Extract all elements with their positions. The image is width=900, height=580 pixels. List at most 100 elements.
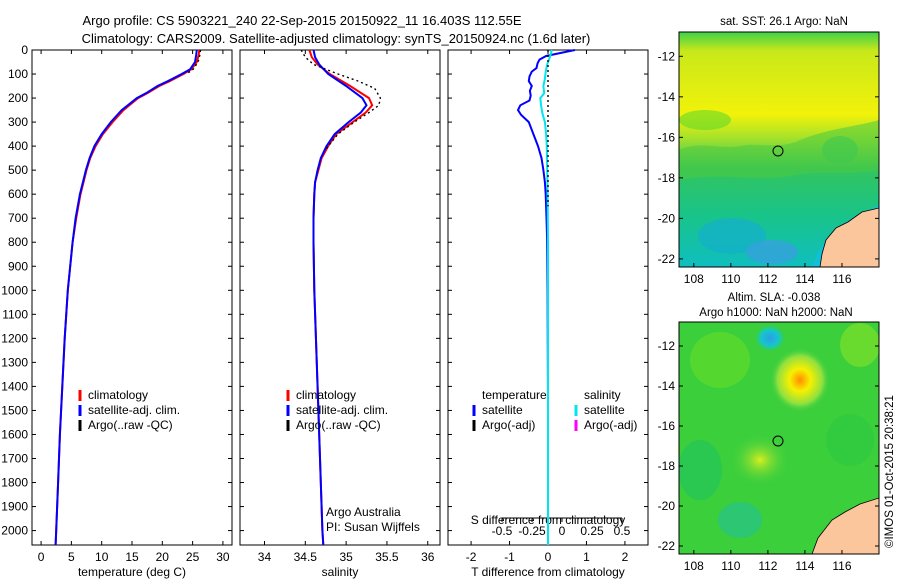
depth-tick-label: 1800	[1, 476, 28, 490]
sst-map-frame	[678, 31, 880, 268]
depth-tick-label: 100	[8, 67, 28, 81]
difference-panel: -2 -1 0 1 2T difference from climatology -0.5…	[447, 49, 649, 579]
x-tick-label: 15	[125, 550, 139, 564]
map-x-tick-label: 114	[795, 559, 814, 573]
map-y-tick-label: -14	[658, 90, 676, 104]
sst-map-title: sat. SST: 26.1 Argo: NaN	[720, 16, 848, 28]
sla-argo-marker	[772, 435, 784, 447]
figure-title-line2: Climatology: CARS2009. Satellite-adjuste…	[82, 31, 591, 46]
x-tick-label: 35.5	[375, 550, 399, 564]
x-tick-label: 25	[186, 550, 200, 564]
map-y-tick-label: -16	[658, 130, 676, 144]
x2-tick-label: 0.25	[580, 524, 604, 538]
depth-tick-label: 1100	[2, 307, 28, 321]
depth-tick-label: 1400	[1, 379, 28, 393]
map-x-tick-label: 110	[721, 272, 740, 286]
depth-tick-label: 0	[21, 43, 28, 57]
figure-title-line1: Argo profile: CS 5903221_240 22-Sep-2015…	[83, 13, 522, 28]
series-salinity-satellite	[539, 49, 553, 545]
series-temperature-satellite	[516, 49, 576, 545]
depth-tick-label: 900	[8, 259, 28, 273]
legend-label: satellite	[482, 403, 523, 417]
series-satellite-adj-clim-	[54, 49, 198, 546]
legend-label: Argo(-adj)	[584, 418, 637, 432]
map-y-tick-label: -22	[658, 252, 676, 266]
x2-tick-label: 0	[559, 524, 566, 538]
map-x-tick-label: 112	[758, 272, 777, 286]
map-y-tick-label: -16	[658, 419, 676, 433]
x-axis-label: salinity	[322, 565, 359, 579]
depth-tick-label: 500	[8, 163, 28, 177]
x-tick-label: -1	[504, 550, 515, 564]
depth-tick-label: 1000	[1, 283, 28, 297]
x-tick-label: 34.5	[294, 550, 318, 564]
depth-tick-label: 400	[8, 139, 28, 153]
map-x-tick-label: 108	[684, 272, 704, 286]
series-satellite-adj-clim-	[312, 49, 368, 546]
legend-label: Argo(-adj)	[482, 418, 535, 432]
legend-label: climatology	[88, 388, 148, 402]
x-tick-label: 1	[583, 550, 590, 564]
depth-tick-label: 200	[8, 91, 28, 105]
map-y-tick-label: -12	[658, 339, 676, 353]
map-y-tick-label: -12	[658, 49, 676, 63]
annotation-label: Argo Australia	[326, 505, 401, 519]
plot-frame	[31, 49, 233, 546]
depth-tick-label: 1500	[1, 403, 28, 417]
x-tick-label: 34	[258, 550, 272, 564]
annotation-label: PI: Susan Wijffels	[326, 520, 420, 534]
map-x-tick-label: 110	[721, 559, 740, 573]
map-y-tick-label: -22	[658, 539, 676, 553]
depth-tick-label: 1600	[1, 427, 28, 441]
x-axis-label: T difference from climatology	[471, 565, 625, 579]
credit-label: ©IMOS 01-Oct-2015 20:38:21	[884, 395, 896, 548]
series-climatology	[54, 49, 201, 546]
depth-tick-label: 1900	[1, 500, 28, 514]
sla-coastline	[811, 497, 879, 554]
sst-map: sat. SST: 26.1 Argo: NaN 108 110 112 114 116…	[658, 16, 880, 286]
depth-tick-label: 600	[8, 187, 28, 201]
legend-label: temperature	[482, 388, 547, 402]
sst-argo-marker	[772, 145, 784, 157]
depth-tick-label: 1700	[1, 451, 28, 465]
depth-tick-label: 700	[8, 211, 28, 225]
depth-tick-label: 300	[8, 115, 28, 129]
depth-tick-label: 2000	[1, 524, 28, 538]
plot-frame	[239, 49, 441, 546]
sst-field	[679, 32, 879, 267]
x2-tick-label: -0.25	[518, 524, 546, 538]
x-tick-label: 10	[95, 550, 109, 564]
legend-label: satellite-adj. clim.	[296, 403, 388, 417]
x-tick-label: 35	[339, 550, 353, 564]
map-x-tick-label: 116	[832, 272, 851, 286]
legend-label: Argo(..raw -QC)	[296, 418, 381, 432]
x-tick-label: 2	[622, 550, 629, 564]
map-x-tick-label: 108	[684, 559, 704, 573]
map-y-tick-label: -20	[658, 499, 676, 513]
x2-tick-label: -0.5	[492, 524, 513, 538]
legend-label: climatology	[296, 388, 356, 402]
x-axis-label: temperature (deg C)	[78, 565, 186, 579]
depth-tick-label: 1300	[1, 355, 28, 369]
series-climatology	[308, 49, 374, 546]
map-y-tick-label: -18	[658, 171, 676, 185]
map-y-tick-label: -18	[658, 459, 676, 473]
sla-map-title-line2: Argo h1000: NaN h2000: NaN	[699, 307, 852, 319]
legend-label: satellite-adj. clim.	[88, 403, 180, 417]
x-tick-label: 5	[68, 550, 75, 564]
salinity-panel: 34 34.5 35 35.5 36 salinity climatologysatelli…	[239, 49, 441, 579]
x-tick-label: 0	[38, 550, 45, 564]
map-x-tick-label: 114	[795, 272, 814, 286]
x-tick-label: 20	[156, 550, 170, 564]
sla-map-title-line1: Altim. SLA: -0.038	[728, 292, 821, 304]
depth-tick-label: 1200	[1, 331, 28, 345]
legend-label: satellite	[584, 403, 625, 417]
map-x-tick-label: 116	[832, 559, 851, 573]
x-tick-label: 36	[421, 550, 435, 564]
sla-field	[679, 322, 879, 554]
sla-map-frame	[678, 321, 880, 555]
x-tick-label: 30	[216, 550, 230, 564]
series-argo-raw-qc-	[300, 49, 382, 152]
depth-tick-label: 800	[8, 235, 28, 249]
